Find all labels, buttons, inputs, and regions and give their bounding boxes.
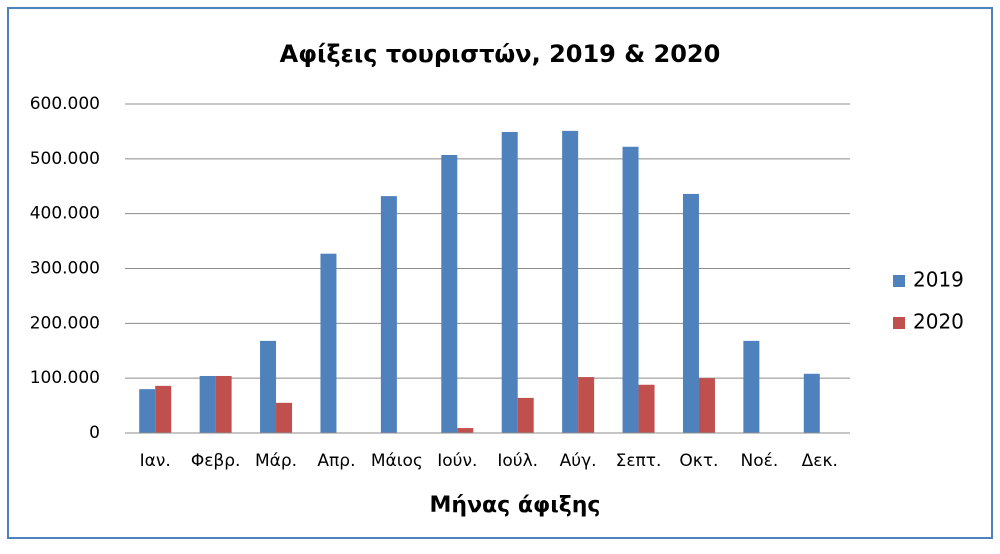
x-tick-label: Ιούν. — [437, 451, 477, 471]
x-tick-label: Ιούλ. — [497, 451, 538, 471]
legend-swatch — [893, 317, 905, 329]
legend-label: 2019 — [913, 268, 964, 292]
y-tick-label: 600.000 — [30, 94, 100, 114]
bar — [260, 340, 277, 433]
bar — [320, 253, 337, 433]
y-tick-label: 300.000 — [30, 259, 100, 279]
x-tick-label: Νοέ. — [741, 451, 779, 471]
chart-border — [7, 7, 993, 539]
y-tick-label: 0 — [89, 423, 100, 443]
bar — [578, 377, 595, 433]
legend-swatch — [893, 275, 905, 287]
x-tick-label: Σεπτ. — [616, 451, 662, 471]
bar — [562, 130, 579, 433]
x-tick-label: Ιαν. — [140, 451, 171, 471]
bar — [501, 131, 518, 433]
bar — [698, 378, 715, 433]
bar — [199, 375, 216, 433]
x-tick-label: Μάιος — [371, 451, 423, 471]
bar — [457, 428, 474, 433]
y-tick-label: 500.000 — [30, 149, 100, 169]
x-tick-label: Οκτ. — [679, 451, 718, 471]
bar — [743, 340, 760, 433]
y-tick-label: 400.000 — [30, 204, 100, 224]
bar — [139, 389, 156, 433]
bar — [155, 385, 172, 433]
legend-label: 2020 — [913, 310, 964, 334]
bar — [803, 373, 820, 433]
x-tick-label: Φεβρ. — [191, 451, 241, 471]
bar — [517, 397, 534, 433]
x-tick-label: Μάρ. — [255, 451, 297, 471]
y-tick-label: 100.000 — [30, 368, 100, 388]
chart-title: Αφίξεις τουριστών, 2019 & 2020 — [280, 40, 721, 68]
x-axis-label: Μήνας άφιξης — [430, 493, 601, 518]
y-tick-label: 200.000 — [30, 313, 100, 333]
bar — [622, 146, 639, 433]
x-tick-label: Απρ. — [317, 451, 355, 471]
bar — [215, 375, 232, 433]
bar — [441, 154, 458, 433]
bar — [276, 402, 293, 433]
bar — [380, 196, 397, 433]
bar — [682, 193, 699, 433]
bar — [638, 384, 655, 433]
x-tick-label: Αύγ. — [560, 451, 597, 471]
x-tick-label: Δεκ. — [802, 451, 838, 471]
